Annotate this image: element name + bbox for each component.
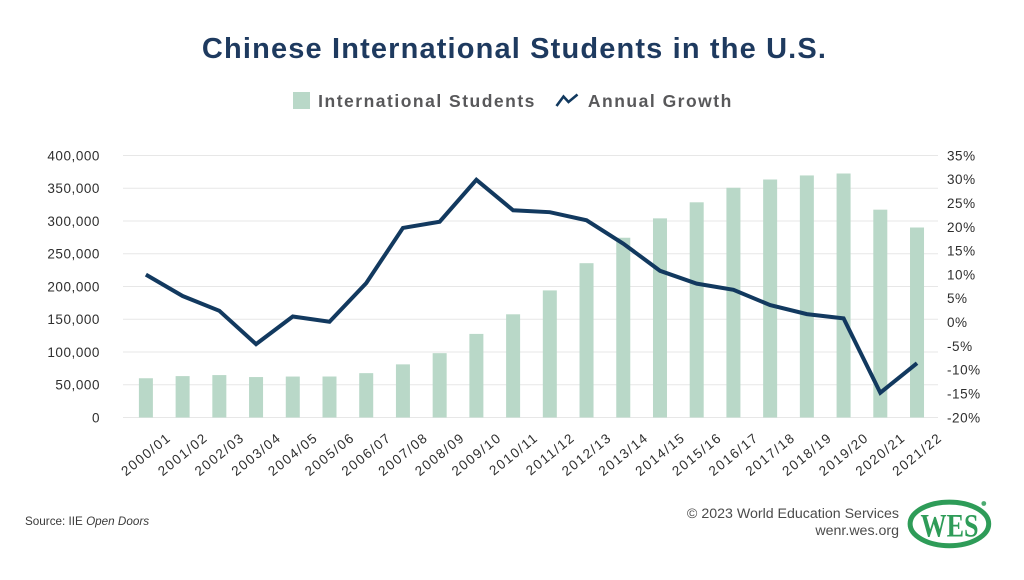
legend-bars-label: International Students [318, 91, 536, 111]
y-axis-left-label: 400,000 [47, 148, 100, 163]
legend-line-label: Annual Growth [587, 91, 733, 111]
legend-item-bars: International Students [293, 90, 536, 111]
chart-title: Chinese International Students in the U.… [201, 32, 828, 65]
y-axis-right-label: 5% [947, 291, 968, 306]
line-sample-icon [555, 93, 579, 107]
y-axis-left-label: 50,000 [55, 378, 100, 393]
bar [689, 202, 704, 418]
bar [799, 175, 814, 418]
y-axis-right-label: 10% [947, 267, 976, 282]
y-axis-left-label: 250,000 [47, 247, 100, 262]
source-prefix: Source: IIE [25, 514, 83, 528]
y-axis-right-label: 20% [947, 220, 976, 235]
copyright-text: © 2023 World Education Services [686, 506, 899, 522]
y-axis-right-label: 30% [947, 172, 976, 187]
website-text: wenr.wes.org [815, 522, 899, 539]
wes-logo-registered-icon [981, 501, 987, 506]
bar [285, 376, 300, 418]
bar [542, 290, 557, 418]
wes-logo-ellipse [907, 499, 992, 549]
bar [763, 179, 778, 418]
bar [212, 375, 227, 418]
wes-logo: WES [907, 499, 992, 549]
bar [506, 314, 521, 418]
line-sample-stroke [555, 93, 579, 107]
y-axis-right-label: -5% [947, 339, 973, 354]
y-axis-right-label: -10% [947, 363, 981, 378]
bar [910, 227, 925, 418]
bar [873, 209, 888, 418]
y-axis-left-label: 0 [92, 410, 100, 425]
bar-swatch-icon [293, 91, 311, 109]
bar [322, 376, 337, 418]
bar [359, 373, 374, 418]
wes-logo-text: WES [921, 509, 979, 545]
y-axis-left-label: 100,000 [47, 345, 100, 360]
y-axis-left-label: 300,000 [47, 214, 100, 229]
footer-credit: © 2023 World Education Services wenr.wes… [687, 506, 899, 539]
bar [395, 364, 410, 418]
bar [836, 173, 851, 418]
bar [432, 353, 447, 418]
y-axis-right-label: 15% [947, 244, 976, 259]
bar [616, 237, 631, 418]
y-axis-right-label: -15% [947, 386, 981, 401]
bar [579, 263, 594, 418]
bar [726, 187, 741, 418]
bar [249, 377, 264, 418]
y-axis-left-label: 150,000 [47, 312, 100, 327]
bar [469, 333, 484, 418]
y-axis-right-label: 25% [947, 196, 976, 211]
y-axis-right-label: -20% [947, 410, 981, 425]
chart-legend: International Students Annual Growth [2, 90, 1024, 111]
source-note: Source: IIE Open Doors [25, 515, 149, 529]
bar [652, 218, 667, 418]
legend-item-line: Annual Growth [555, 90, 733, 111]
source-publication: Open Doors [86, 514, 150, 528]
bar [175, 376, 190, 418]
y-axis-left-label: 350,000 [47, 181, 100, 196]
y-axis-right-label: 0% [947, 315, 968, 330]
bar [138, 378, 153, 418]
growth-line [144, 177, 919, 396]
y-axis-right-label: 35% [947, 148, 976, 163]
y-axis-left-label: 200,000 [47, 279, 100, 294]
